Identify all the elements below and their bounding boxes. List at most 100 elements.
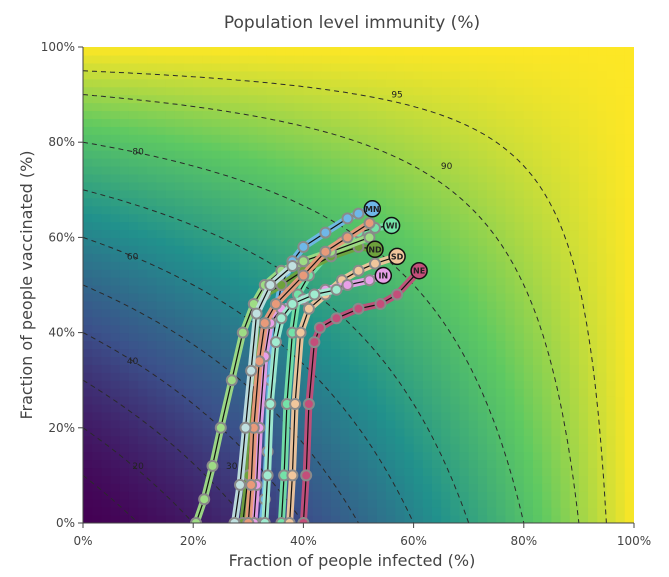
heatmap-cell (431, 277, 442, 286)
heatmap-cell (358, 181, 369, 191)
heatmap-cell (514, 300, 525, 310)
heatmap-cell (303, 499, 314, 508)
heatmap-cell (376, 110, 387, 119)
heatmap-cell (551, 308, 562, 318)
heatmap-cell (441, 229, 451, 238)
heatmap-cell (606, 221, 617, 231)
heatmap-cell (395, 324, 406, 334)
heatmap-cell (376, 316, 387, 326)
heatmap-cell (532, 221, 543, 231)
heatmap-cell (83, 237, 93, 246)
heatmap-cell (413, 62, 424, 72)
heatmap-cell (615, 507, 626, 516)
heatmap-cell (193, 78, 203, 88)
heatmap-cell (128, 332, 139, 342)
heatmap-cell (560, 316, 571, 326)
heatmap-cell (330, 189, 341, 199)
heatmap-cell (220, 47, 231, 56)
heatmap-cell (285, 134, 295, 143)
heatmap-cell (202, 300, 213, 310)
heatmap-cell (340, 356, 350, 365)
heatmap-cell (174, 467, 185, 476)
chart-title: Population level immunity (%) (224, 13, 480, 33)
heatmap-cell (487, 86, 497, 96)
heatmap-cell (487, 451, 497, 461)
heatmap-cell (92, 411, 102, 421)
series-point (319, 226, 332, 239)
heatmap-cell (477, 340, 488, 350)
heatmap-cell (147, 245, 158, 254)
heatmap-cell (459, 150, 470, 159)
heatmap-cell (321, 166, 332, 175)
heatmap-cell (597, 380, 608, 389)
heatmap-cell (615, 277, 626, 286)
heatmap-cell (367, 54, 378, 64)
heatmap-cell (386, 372, 396, 381)
heatmap-cell (294, 126, 304, 135)
heatmap-cell (441, 372, 451, 381)
heatmap-cell (413, 70, 424, 80)
heatmap-cell (275, 110, 286, 119)
heatmap-cell (220, 475, 231, 484)
heatmap-cell (294, 475, 304, 484)
heatmap-cell (505, 451, 516, 461)
heatmap-cell (101, 158, 112, 167)
heatmap-cell (211, 245, 222, 254)
heatmap-cell (551, 499, 562, 508)
heatmap-cell (395, 300, 406, 310)
heatmap-cell (395, 348, 406, 357)
heatmap-cell (174, 491, 185, 500)
heatmap-cell (83, 189, 93, 199)
heatmap-cell (431, 316, 442, 326)
heatmap-cell (532, 277, 543, 286)
heatmap-cell (404, 118, 415, 127)
heatmap-cell (184, 213, 194, 223)
heatmap-cell (193, 419, 203, 429)
heatmap-cell (404, 181, 415, 191)
heatmap-cell (413, 380, 424, 389)
heatmap-cell (128, 380, 139, 389)
heatmap-cell (431, 419, 442, 429)
heatmap-cell (147, 483, 158, 492)
heatmap-cell (477, 158, 488, 167)
heatmap-cell (542, 483, 552, 492)
heatmap-cell (165, 261, 176, 270)
heatmap-cell (202, 94, 213, 104)
heatmap-cell (184, 253, 194, 262)
heatmap-cell (615, 54, 626, 64)
heatmap-cell (202, 78, 213, 88)
heatmap-cell (367, 348, 378, 357)
heatmap-cell (285, 197, 295, 207)
heatmap-cell (477, 292, 488, 302)
heatmap-cell (395, 261, 406, 270)
heatmap-cell (468, 47, 479, 56)
heatmap-cell (606, 404, 617, 413)
heatmap-cell (285, 229, 295, 238)
heatmap-cell (128, 411, 139, 421)
heatmap-cell (597, 54, 608, 64)
heatmap-cell (275, 213, 286, 223)
heatmap-cell (349, 78, 360, 88)
heatmap-cell (165, 340, 176, 350)
heatmap-cell (174, 372, 185, 381)
heatmap-cell (542, 372, 552, 381)
heatmap-cell (514, 158, 525, 167)
heatmap-cell (450, 443, 461, 453)
heatmap-cell (156, 380, 167, 389)
heatmap-cell (578, 348, 589, 357)
heatmap-cell (184, 340, 194, 350)
heatmap-cell (285, 118, 295, 127)
heatmap-cell (569, 213, 580, 223)
heatmap-cell (330, 507, 341, 516)
heatmap-cell (165, 197, 176, 207)
heatmap-cell (386, 459, 396, 469)
heatmap-cell (413, 245, 424, 254)
heatmap-cell (459, 324, 470, 334)
heatmap-cell (441, 435, 451, 445)
heatmap-cell (239, 173, 249, 183)
heatmap-cell (459, 292, 470, 302)
heatmap-cell (266, 261, 277, 270)
heatmap-cell (83, 245, 93, 254)
heatmap-cell (138, 443, 148, 453)
heatmap-cell (542, 134, 552, 143)
